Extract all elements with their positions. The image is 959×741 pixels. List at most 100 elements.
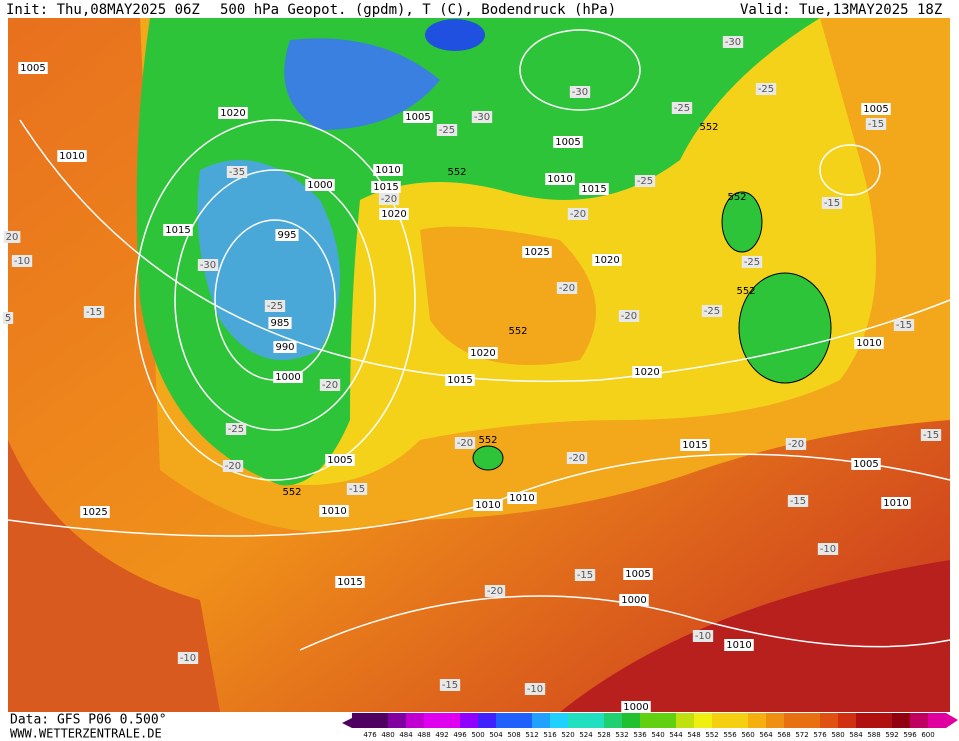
label-box xyxy=(218,107,248,119)
label-box xyxy=(566,452,588,464)
label-box xyxy=(556,282,578,294)
colorbar-label: 544 xyxy=(669,731,683,739)
temperature-label: -15 xyxy=(824,198,840,209)
colorbar-cell xyxy=(370,713,389,728)
pressure-label: 1020 xyxy=(381,209,406,220)
colorbar-cell xyxy=(676,713,695,728)
label-box xyxy=(821,197,843,209)
temperature-label: -10 xyxy=(695,631,711,642)
height-label: 552 xyxy=(699,122,718,133)
temperature-label: -30 xyxy=(572,87,588,98)
label-box xyxy=(671,102,693,114)
orange-region xyxy=(420,226,596,365)
height-label: 552 xyxy=(478,435,497,446)
label-box xyxy=(379,208,409,220)
pressure-label: 1005 xyxy=(327,455,352,466)
colorbar-cell xyxy=(694,713,713,728)
label-box xyxy=(851,458,881,470)
temperature-label: -20 xyxy=(559,283,575,294)
pressure-label: 1025 xyxy=(524,247,549,258)
label-box xyxy=(634,175,656,187)
label-box xyxy=(439,679,461,691)
green-region xyxy=(721,191,763,253)
label-box xyxy=(484,585,506,597)
colorbar-label: 588 xyxy=(867,731,880,739)
label-box xyxy=(403,111,433,123)
colorbar-cell xyxy=(532,713,551,728)
colorbar-arrow xyxy=(946,713,958,728)
height-label: 552 xyxy=(282,487,301,498)
label-box xyxy=(701,305,723,317)
label-box xyxy=(325,454,355,466)
colorbar-cell xyxy=(712,713,731,728)
colorbar-cell xyxy=(640,713,659,728)
colorbar-label: 552 xyxy=(705,731,718,739)
temperature-label: -10 xyxy=(527,684,543,695)
label-box xyxy=(724,639,754,651)
label-box xyxy=(569,86,591,98)
pressure-label: 1015 xyxy=(165,225,190,236)
colorbar: 476 480 484 488 492 496 500 504 508 512 516 520 524 5… xyxy=(342,713,958,739)
pressure-label: 1005 xyxy=(863,104,888,115)
colorbar-cell xyxy=(496,713,515,728)
temperature-label: -30 xyxy=(474,112,490,123)
colorbar-cell xyxy=(658,713,677,728)
warm-region xyxy=(8,440,220,712)
temperature-label: 20 xyxy=(6,232,19,243)
label-box xyxy=(522,246,552,258)
colorbar-label: 476 xyxy=(363,731,377,739)
colorbar-cell xyxy=(388,713,407,728)
colorbar-cell xyxy=(352,713,371,728)
pressure-label: 1005 xyxy=(853,459,878,470)
colorbar-cell xyxy=(892,713,911,728)
label-box xyxy=(623,568,653,580)
pressure-label: 1020 xyxy=(634,367,659,378)
colorbar-cell xyxy=(604,713,623,728)
temperature-label: -25 xyxy=(637,176,653,187)
pressure-label: 1005 xyxy=(405,112,430,123)
colorbar-label: 480 xyxy=(381,731,394,739)
pressure-label: 1000 xyxy=(621,595,646,606)
temperature-label: -15 xyxy=(790,496,806,507)
temperature-label: -35 xyxy=(229,167,245,178)
pressure-label: 1005 xyxy=(20,63,45,74)
temperature-label: -10 xyxy=(14,256,30,267)
colorbar-label: 500 xyxy=(471,731,484,739)
label-box xyxy=(755,83,777,95)
label-box xyxy=(579,183,609,195)
map-area xyxy=(7,18,951,712)
pressure-label: 1020 xyxy=(470,348,495,359)
colorbar-label: 496 xyxy=(453,731,467,739)
colorbar-label: 568 xyxy=(777,731,790,739)
label-box xyxy=(80,506,110,518)
label-box xyxy=(865,118,887,130)
green-region xyxy=(472,445,504,471)
label-box xyxy=(177,652,199,664)
colorbar-cell xyxy=(550,713,569,728)
colorbar-cell xyxy=(442,713,461,728)
pressure-label: 1010 xyxy=(856,338,881,349)
label-box xyxy=(445,374,475,386)
green-region xyxy=(136,18,820,486)
colorbar-cell xyxy=(784,713,803,728)
temperature-label: -20 xyxy=(621,311,637,322)
colorbar-label: 556 xyxy=(723,731,737,739)
label-box xyxy=(861,103,891,115)
pressure-label: 1015 xyxy=(682,440,707,451)
label-box xyxy=(163,224,193,236)
pressure-label: 985 xyxy=(270,318,289,329)
height-label: 552 xyxy=(508,326,527,337)
colorbar-label: 504 xyxy=(489,731,503,739)
temperature-label: -15 xyxy=(896,320,912,331)
label-box xyxy=(722,36,744,48)
label-box xyxy=(680,439,710,451)
temperature-label: -25 xyxy=(439,125,455,136)
label-box xyxy=(454,437,476,449)
temperature-label: -25 xyxy=(758,84,774,95)
pressure-label: 1020 xyxy=(594,255,619,266)
colorbar-label: 512 xyxy=(525,731,538,739)
pressure-label: 1000 xyxy=(307,180,332,191)
label-box xyxy=(371,181,401,193)
label-box xyxy=(346,483,368,495)
